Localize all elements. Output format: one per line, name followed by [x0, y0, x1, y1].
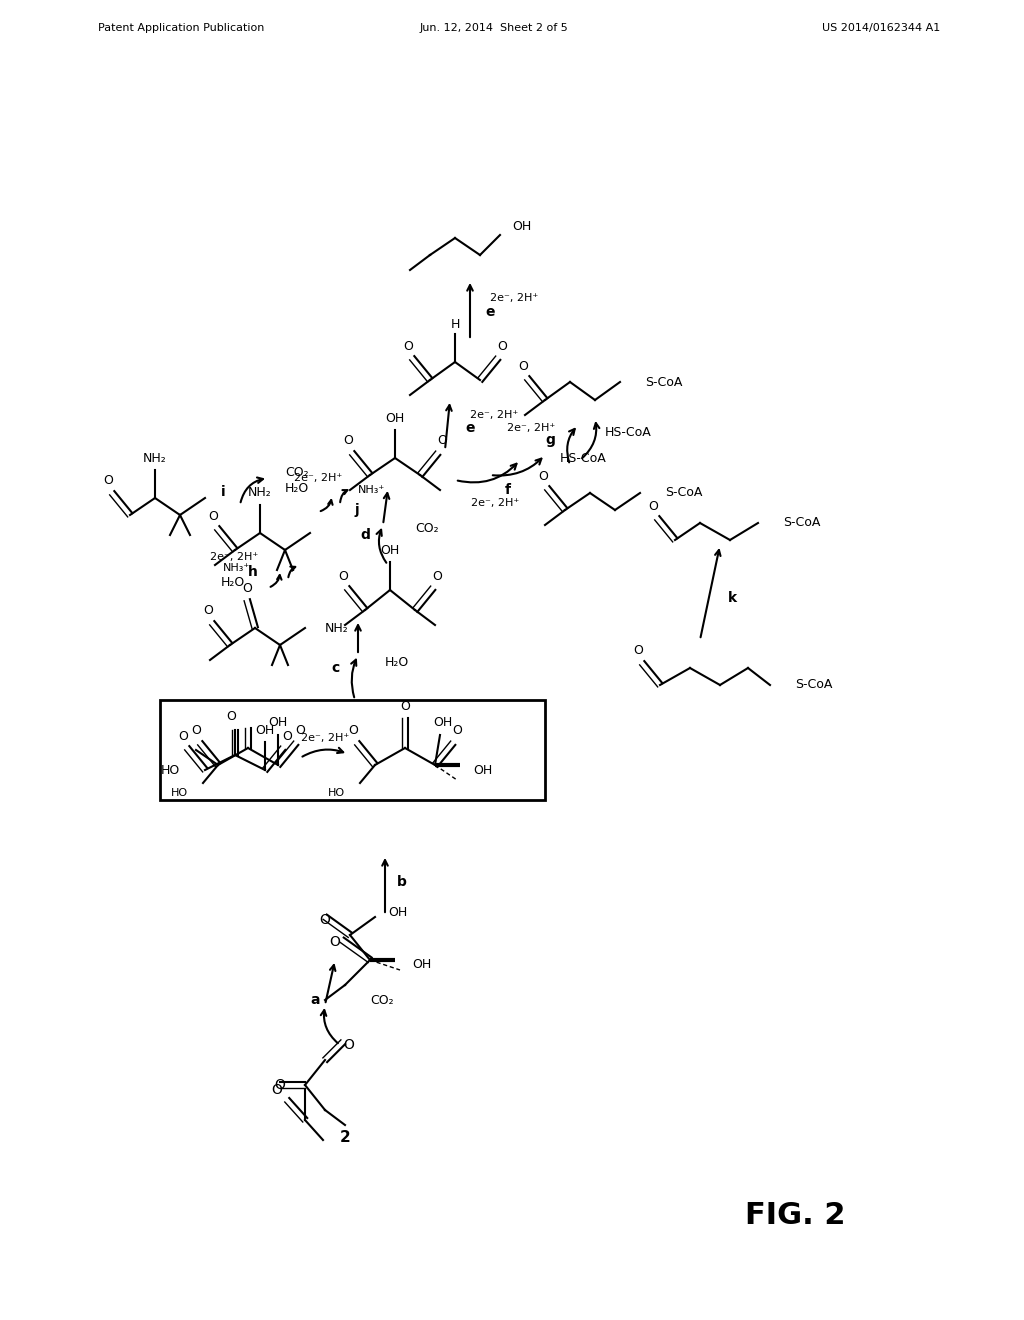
Text: O: O	[191, 725, 201, 738]
Text: H₂O: H₂O	[385, 656, 410, 668]
Text: f: f	[505, 483, 511, 498]
Text: O: O	[178, 730, 188, 742]
Text: 2: 2	[340, 1130, 350, 1146]
Text: O: O	[343, 434, 353, 447]
Text: HO: HO	[328, 788, 345, 799]
Text: OH: OH	[268, 717, 288, 730]
Text: O: O	[343, 1038, 354, 1052]
Text: b: b	[397, 875, 407, 888]
Bar	[160, 700, 545, 800]
Text: Jun. 12, 2014  Sheet 2 of 5: Jun. 12, 2014 Sheet 2 of 5	[420, 22, 568, 33]
Text: O: O	[282, 730, 292, 742]
Text: H₂O: H₂O	[221, 577, 245, 590]
Text: e: e	[465, 421, 474, 436]
Text: 2e⁻, 2H⁺: 2e⁻, 2H⁺	[507, 422, 555, 433]
Text: NH₂: NH₂	[143, 451, 167, 465]
Text: OH: OH	[433, 717, 453, 730]
Text: k: k	[728, 591, 737, 605]
Text: OH: OH	[473, 763, 493, 776]
Text: O: O	[437, 434, 446, 447]
Text: O: O	[338, 569, 348, 582]
Text: O: O	[452, 725, 462, 738]
Text: CO₂: CO₂	[370, 994, 393, 1006]
Text: c: c	[332, 661, 340, 675]
Text: e: e	[485, 305, 495, 319]
Text: CO₂: CO₂	[415, 521, 438, 535]
Text: O: O	[400, 700, 410, 713]
Text: S-CoA: S-CoA	[795, 678, 833, 692]
Text: O: O	[538, 470, 548, 483]
Text: O: O	[403, 339, 413, 352]
Text: 2e⁻, 2H⁺: 2e⁻, 2H⁺	[490, 293, 539, 304]
Text: S-CoA: S-CoA	[783, 516, 820, 529]
Text: O: O	[497, 339, 507, 352]
Text: S-CoA: S-CoA	[665, 487, 702, 499]
Text: O: O	[432, 569, 442, 582]
Text: O: O	[208, 510, 218, 523]
Text: O: O	[518, 359, 528, 372]
Text: g: g	[545, 433, 555, 447]
Text: O: O	[226, 710, 236, 722]
Text: HS-CoA: HS-CoA	[605, 425, 651, 438]
Text: O: O	[103, 474, 113, 487]
Text: O: O	[274, 1078, 285, 1092]
Text: US 2014/0162344 A1: US 2014/0162344 A1	[821, 22, 940, 33]
Text: NH₂: NH₂	[325, 622, 349, 635]
Text: CO₂: CO₂	[285, 466, 308, 479]
Text: O: O	[295, 725, 305, 738]
Text: NH₃⁺: NH₃⁺	[223, 564, 250, 573]
Text: OH: OH	[385, 412, 404, 425]
Text: i: i	[220, 484, 225, 499]
Text: 2e⁻, 2H⁺: 2e⁻, 2H⁺	[301, 733, 349, 743]
Text: O: O	[203, 605, 213, 618]
Text: NH₂: NH₂	[248, 487, 272, 499]
Text: 2e⁻, 2H⁺: 2e⁻, 2H⁺	[471, 498, 519, 508]
Text: OH: OH	[412, 958, 431, 972]
Text: d: d	[360, 528, 370, 543]
Text: FIG. 2: FIG. 2	[745, 1200, 846, 1229]
Text: OH: OH	[255, 723, 274, 737]
Text: O: O	[330, 935, 340, 949]
Text: 2e⁻, 2H⁺: 2e⁻, 2H⁺	[294, 473, 342, 483]
Text: OH: OH	[388, 907, 408, 920]
Text: j: j	[355, 503, 359, 517]
Text: a: a	[310, 993, 319, 1007]
Text: 2e⁻, 2H⁺: 2e⁻, 2H⁺	[470, 411, 518, 420]
Text: h: h	[248, 565, 258, 579]
Text: HS-CoA: HS-CoA	[560, 451, 607, 465]
Text: O: O	[319, 913, 331, 927]
Text: O: O	[271, 1082, 283, 1097]
Text: OH: OH	[380, 544, 399, 557]
Text: H₂O: H₂O	[285, 482, 309, 495]
Text: 2e⁻, 2H⁺: 2e⁻, 2H⁺	[210, 552, 258, 562]
Text: OH: OH	[512, 220, 531, 234]
Text: S-CoA: S-CoA	[645, 375, 682, 388]
Text: O: O	[648, 499, 658, 512]
Text: O: O	[242, 582, 252, 594]
Text: Patent Application Publication: Patent Application Publication	[98, 22, 264, 33]
Text: O: O	[348, 725, 358, 738]
Text: O: O	[633, 644, 643, 657]
Text: HO: HO	[171, 788, 188, 799]
Text: NH₃⁺: NH₃⁺	[358, 484, 385, 495]
Text: H: H	[451, 318, 460, 330]
Text: HO: HO	[161, 763, 180, 776]
